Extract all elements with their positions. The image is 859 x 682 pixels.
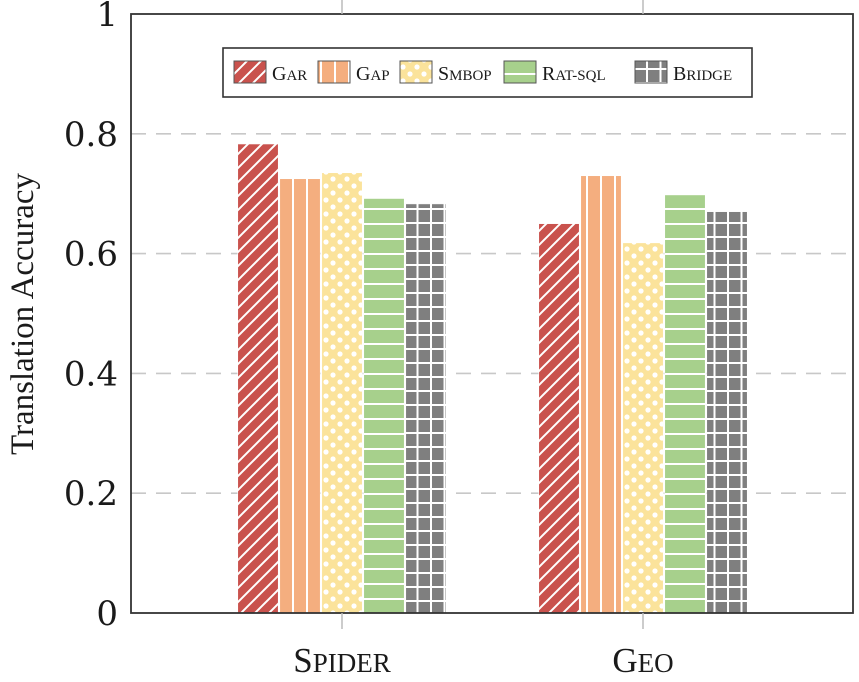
bar-rat-sql-spider [363, 198, 405, 614]
bar-gar-geo [538, 223, 580, 614]
bar-gap-spider [279, 178, 321, 614]
legend-label-gar: GAR [272, 63, 307, 85]
legend-swatch-gar [233, 60, 267, 84]
bar-bridge-geo [706, 211, 748, 614]
legend-label-bridge: BRIDGE [673, 63, 732, 85]
legend-label-rat-sql: RAT-SQL [542, 63, 606, 85]
y-tick-label: 0.2 [64, 474, 118, 514]
legend-label-smbop: SMBOP [438, 63, 492, 85]
legend-swatch-bridge [634, 60, 668, 84]
y-tick-label: 0 [96, 594, 118, 634]
bar-gar-spider [237, 143, 279, 614]
plot-frame [130, 13, 854, 614]
bar-smbop-geo [622, 242, 664, 614]
legend-swatch-gap [317, 60, 351, 84]
x-tick-label: SPIDER [293, 641, 390, 680]
y-tick-label: 0.6 [64, 235, 118, 275]
bar-rat-sql-geo [664, 194, 706, 614]
y-axis-title: Translation Accuracy [5, 173, 41, 455]
legend-swatch-smbop [399, 60, 433, 84]
bar-smbop-spider [321, 172, 363, 614]
bars [237, 143, 748, 614]
y-tick-label: 0.8 [64, 115, 118, 155]
bar-bridge-spider [405, 203, 447, 614]
legend-swatch-rat-sql [503, 60, 537, 84]
legend-label-gap: GAP [356, 63, 390, 85]
bar-gap-geo [580, 175, 622, 614]
y-tick-label: 0.4 [64, 354, 118, 394]
axes [130, 0, 854, 629]
y-tick-labels: 0 0.2 0.4 0.6 0.8 1 [64, 0, 118, 634]
x-tick-label: GEO [612, 641, 673, 680]
x-tick-labels: SPIDER GEO [293, 641, 673, 680]
y-tick-label: 1 [96, 0, 118, 35]
legend: GAR GAP SMBOP RAT-SQL BRIDGE [222, 47, 753, 98]
